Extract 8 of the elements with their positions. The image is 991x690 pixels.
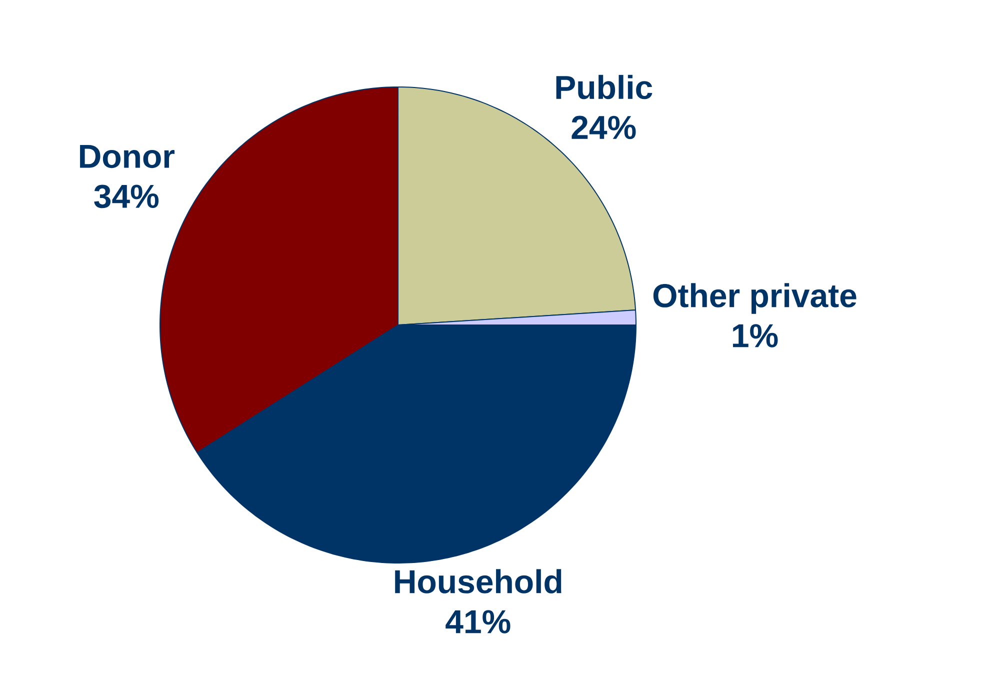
data-label: 41% xyxy=(446,610,510,634)
slice-label: Donor xyxy=(80,145,174,168)
data-label: 34% xyxy=(94,184,159,208)
slice-label: Public xyxy=(556,74,652,100)
data-label: 1% xyxy=(733,324,778,348)
slice-label: Other private xyxy=(653,283,856,314)
data-label: 24% xyxy=(572,116,636,140)
slice-label: Household xyxy=(395,569,562,594)
